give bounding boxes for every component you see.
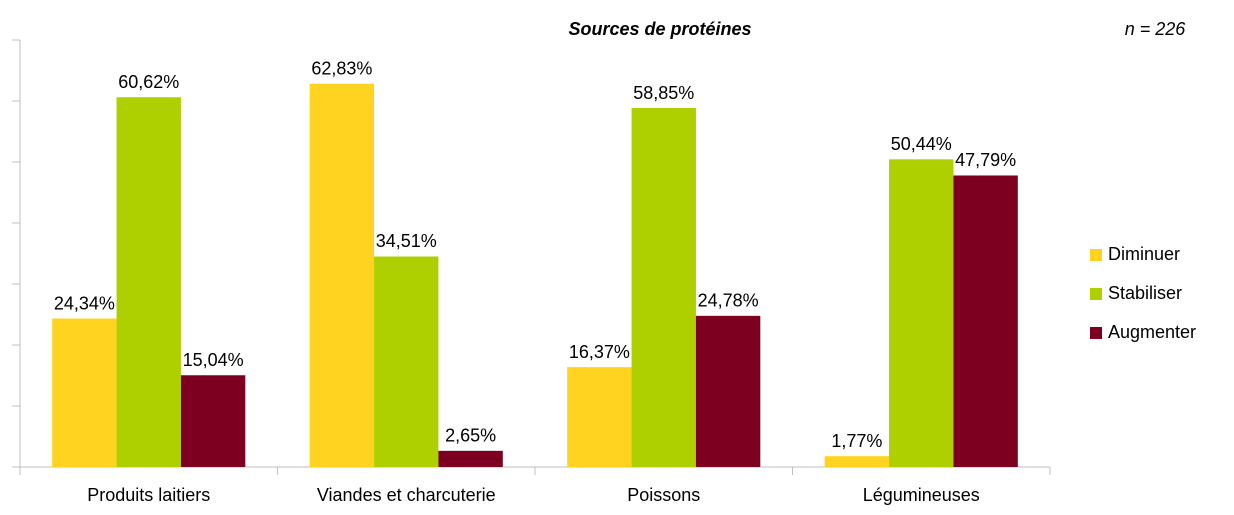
x-tick-label: Poissons [627,485,700,505]
bar [52,318,117,467]
x-tick-label: Légumineuses [863,485,980,505]
bar [631,108,696,467]
annotation: n = 226 [1125,19,1187,39]
bar [889,159,954,468]
value-label: 50,44% [891,134,952,154]
legend-swatch [1090,327,1102,339]
x-tick-label: Produits laitiers [87,485,210,505]
legend-label: Diminuer [1108,244,1180,264]
bar [695,315,761,467]
legend-swatch [1090,249,1102,261]
value-label: 60,62% [118,72,179,92]
bar [374,256,439,467]
value-label: 58,85% [633,83,694,103]
value-label: 2,65% [445,426,496,446]
value-label: 16,37% [569,342,630,362]
value-label: 1,77% [831,431,882,451]
bar [824,456,890,467]
legend-label: Augmenter [1108,322,1196,342]
bar [567,367,632,467]
x-tick-label: Viandes et charcuterie [317,485,496,505]
value-label: 15,04% [183,350,244,370]
bar [953,175,1018,467]
bar [116,97,181,467]
value-label: 24,78% [698,291,759,311]
value-label: 47,79% [955,150,1016,170]
legend-swatch [1090,288,1102,300]
bar [180,375,246,467]
bar [438,450,503,467]
chart-title: Sources de protéines [568,19,751,39]
value-label: 34,51% [376,231,437,251]
value-label: 24,34% [54,293,115,313]
value-label: 62,83% [311,58,372,78]
bar [309,83,375,467]
legend-label: Stabiliser [1108,283,1182,303]
